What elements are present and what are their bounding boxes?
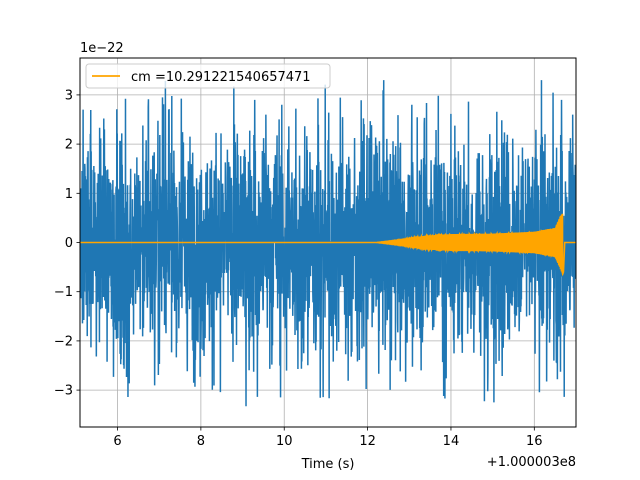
y-tick-label: −2 xyxy=(54,334,73,349)
y-tick-label: 1 xyxy=(65,187,73,202)
x-tick-label: 10 xyxy=(276,434,293,449)
legend: cm =10.291221540657471 xyxy=(85,63,331,89)
y-tick-label: 0 xyxy=(65,236,73,251)
x-offset-label: +1.000003e8 xyxy=(487,455,576,470)
legend-label: cm =10.291221540657471 xyxy=(131,70,311,85)
x-axis-ticks: 6 8 10 12 14 16 xyxy=(113,427,543,449)
x-tick-label: 12 xyxy=(359,434,376,449)
series-chirp-line xyxy=(80,213,576,277)
x-axis-label: Time (s) xyxy=(301,457,355,472)
y-scale-label: 1e−22 xyxy=(80,41,124,56)
y-tick-label: −3 xyxy=(54,384,73,399)
y-tick-label: −1 xyxy=(54,285,73,300)
x-tick-label: 14 xyxy=(443,434,460,449)
x-tick-label: 16 xyxy=(526,434,543,449)
y-tick-label: 2 xyxy=(65,138,73,153)
x-tick-label: 6 xyxy=(113,434,121,449)
y-axis-ticks: 3 2 1 0 −1 −2 −3 xyxy=(54,88,80,399)
series-noise-line xyxy=(80,80,576,407)
legend-box xyxy=(85,63,331,89)
y-tick-label: 3 xyxy=(65,88,73,103)
x-tick-label: 8 xyxy=(197,434,205,449)
